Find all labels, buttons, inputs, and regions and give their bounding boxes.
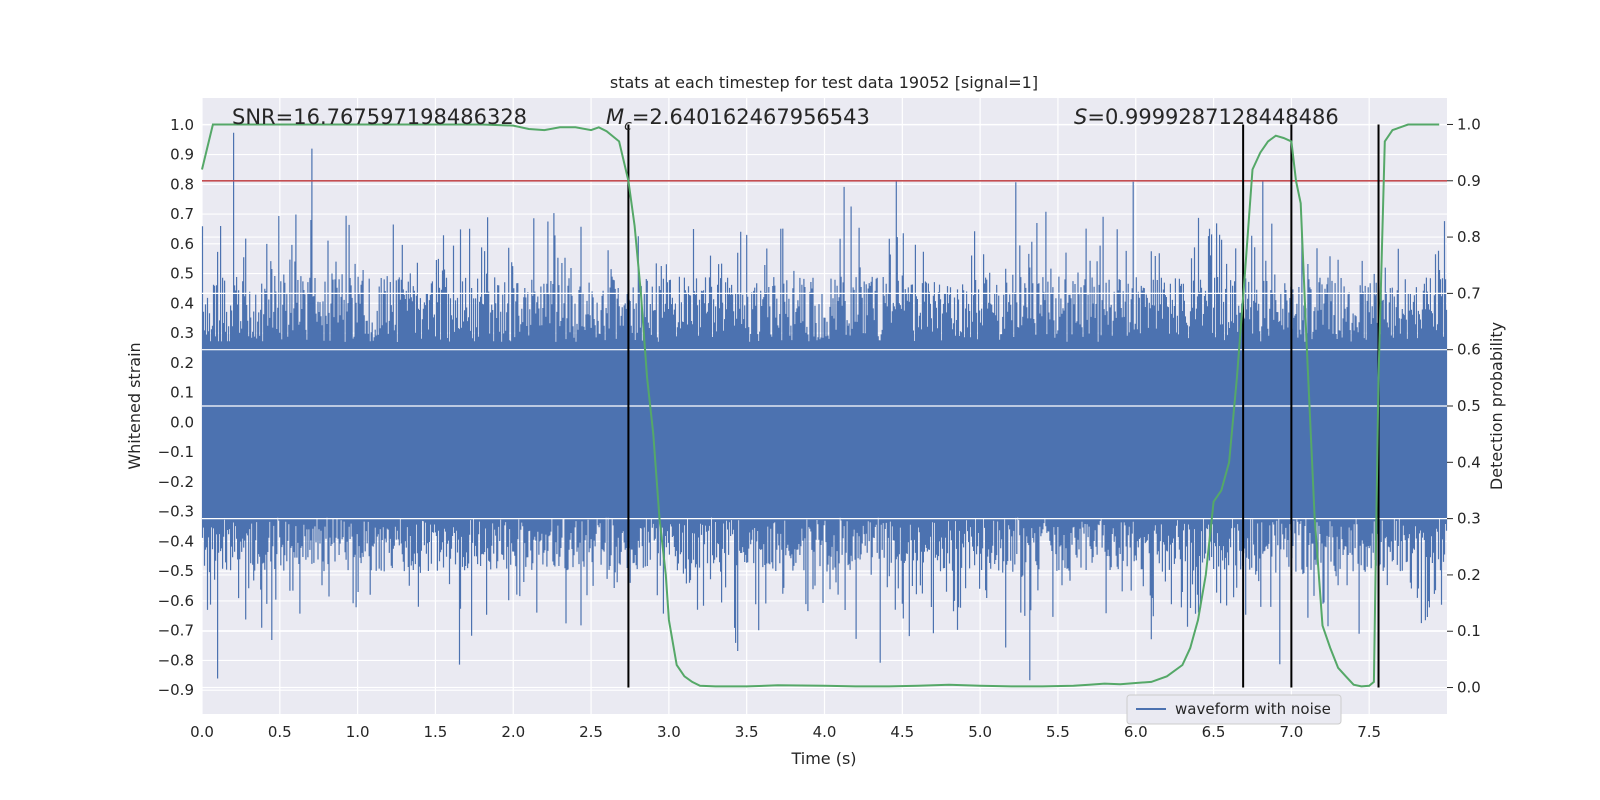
x-tick-label: 4.0 <box>813 723 837 741</box>
y2-tick-label: 1.0 <box>1457 115 1481 133</box>
y-tick-label: 0.9 <box>170 146 194 164</box>
detection-probability-line <box>201 123 1440 688</box>
y-tick-label: 0.8 <box>170 175 194 193</box>
y-tick-label: −0.4 <box>158 532 194 550</box>
y2-tick-label: 0.1 <box>1457 622 1481 640</box>
chirp-mass-value: =2.640162467956543 <box>632 105 870 129</box>
y-tick-label: 0.4 <box>170 294 194 312</box>
y-tick-label: −0.5 <box>158 562 194 580</box>
x-tick-label: 5.5 <box>1046 723 1070 741</box>
y-tick-label: 0.0 <box>170 413 194 431</box>
y2-tick-label: 0.0 <box>1457 679 1481 697</box>
y2-tick-label: 0.3 <box>1457 510 1481 528</box>
y-tick-label: −0.3 <box>158 503 194 521</box>
chirp-mass-symbol: M <box>606 105 624 129</box>
y-tick-label: 1.0 <box>170 116 194 134</box>
y2-tick-label: 0.4 <box>1457 453 1481 471</box>
y2-tick-label: 0.9 <box>1457 172 1481 190</box>
chirp-mass-subscript: c <box>624 118 632 134</box>
overlay <box>201 123 1447 688</box>
y-tick-label: −0.7 <box>158 622 194 640</box>
legend-box <box>1126 694 1342 725</box>
y-axis-label: Whitened strain <box>125 342 144 469</box>
x-tick-label: 7.0 <box>1279 723 1303 741</box>
x-tick-label: 3.5 <box>735 723 759 741</box>
y-tick-label: 0.2 <box>170 354 194 372</box>
y2-tick-label: 0.6 <box>1457 341 1481 359</box>
x-tick-label: 1.5 <box>424 723 448 741</box>
y2-tick-label: 0.8 <box>1457 228 1481 246</box>
legend-label-waveform: waveform with noise <box>1175 700 1331 718</box>
y-tick-label: 0.6 <box>170 235 194 253</box>
x-tick-label: 2.0 <box>501 723 525 741</box>
score-annotation: S=0.9999287128448486 <box>1074 105 1339 129</box>
x-tick-label: 1.0 <box>346 723 370 741</box>
y-tick-label: −0.9 <box>158 681 194 699</box>
y2-tick-label: 0.5 <box>1457 397 1481 415</box>
y2-axis-label: Detection probability <box>1487 322 1506 490</box>
y-tick-label: −0.2 <box>158 473 194 491</box>
x-tick-label: 0.5 <box>268 723 292 741</box>
score-symbol: S <box>1074 105 1087 129</box>
y-tick-label: 0.3 <box>170 324 194 342</box>
y-tick-label: −0.6 <box>158 592 194 610</box>
x-tick-label: 4.5 <box>890 723 914 741</box>
y-tick-label: 0.7 <box>170 205 194 223</box>
legend: waveform with noise <box>1126 694 1342 725</box>
x-tick-label: 0.0 <box>190 723 214 741</box>
x-tick-label: 5.0 <box>968 723 992 741</box>
score-value: =0.9999287128448486 <box>1087 105 1338 129</box>
y2-tick-label: 0.7 <box>1457 284 1481 302</box>
y-tick-label: 0.1 <box>170 384 194 402</box>
x-axis-label: Time (s) <box>790 749 856 768</box>
y2-tick-label: 0.2 <box>1457 566 1481 584</box>
axes: −0.9 −0.8 −0.7 −0.6 −0.5 −0.4 −0.3 −0.2 −0.1 0.0 0… <box>158 115 1481 741</box>
y-tick-label: −0.8 <box>158 651 194 669</box>
x-tick-label: 6.0 <box>1124 723 1148 741</box>
x-tick-label: 6.5 <box>1202 723 1226 741</box>
chart-title: stats at each timestep for test data 190… <box>610 73 1038 92</box>
chirp-mass-annotation: Mc=2.640162467956543 <box>606 105 870 134</box>
x-tick-label: 7.5 <box>1357 723 1381 741</box>
x-tick-label: 2.5 <box>579 723 603 741</box>
x-tick-label: 3.0 <box>657 723 681 741</box>
y-tick-label: −0.1 <box>158 443 194 461</box>
y-tick-label: 0.5 <box>170 265 194 283</box>
snr-annotation: SNR=16.767597198486328 <box>232 105 527 129</box>
